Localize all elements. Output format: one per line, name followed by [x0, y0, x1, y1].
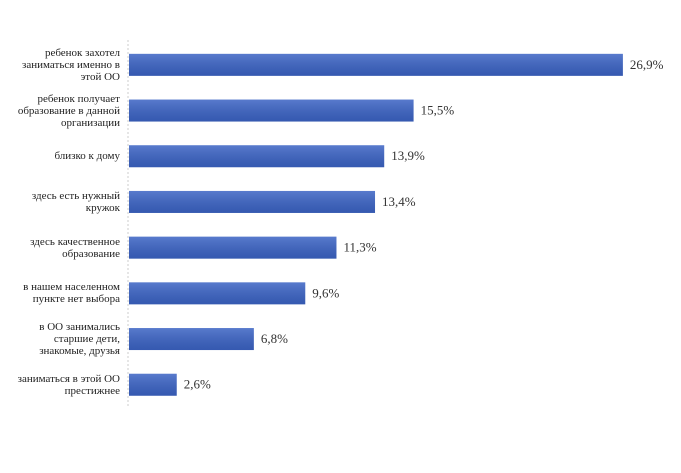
bar-shade [129, 99, 414, 122]
bar-shade [129, 53, 623, 76]
category-label: в нашем населенном пункте нет выбора [23, 281, 120, 306]
category-label: в ОО занимались старшие дети, знакомые, … [39, 321, 120, 358]
bar-shade [129, 282, 306, 305]
category-label: заниматься в этой ОО престижнее [17, 372, 120, 397]
value-label: 15,5% [421, 103, 455, 118]
value-label: 9,6% [312, 285, 339, 300]
value-label: 13,4% [382, 194, 416, 209]
value-label: 6,8% [261, 331, 288, 346]
category-label: здесь качественное образование [30, 235, 120, 260]
category-label: ребенок получает образование в данной ор… [17, 92, 120, 129]
bar-shade [129, 190, 376, 213]
bar-shade [129, 145, 385, 168]
category-label: здесь есть нужный кружок [31, 189, 120, 214]
category-label: близко к дому [54, 150, 120, 163]
value-label: 2,6% [184, 377, 211, 392]
bar-shade [129, 236, 337, 259]
value-label: 13,9% [391, 148, 425, 163]
category-label: ребенок захотел заниматься именно в этой… [22, 46, 120, 83]
value-label: 11,3% [343, 240, 376, 255]
value-label: 26,9% [630, 57, 664, 72]
bar-shade [129, 373, 177, 396]
bar-shade [129, 328, 254, 351]
